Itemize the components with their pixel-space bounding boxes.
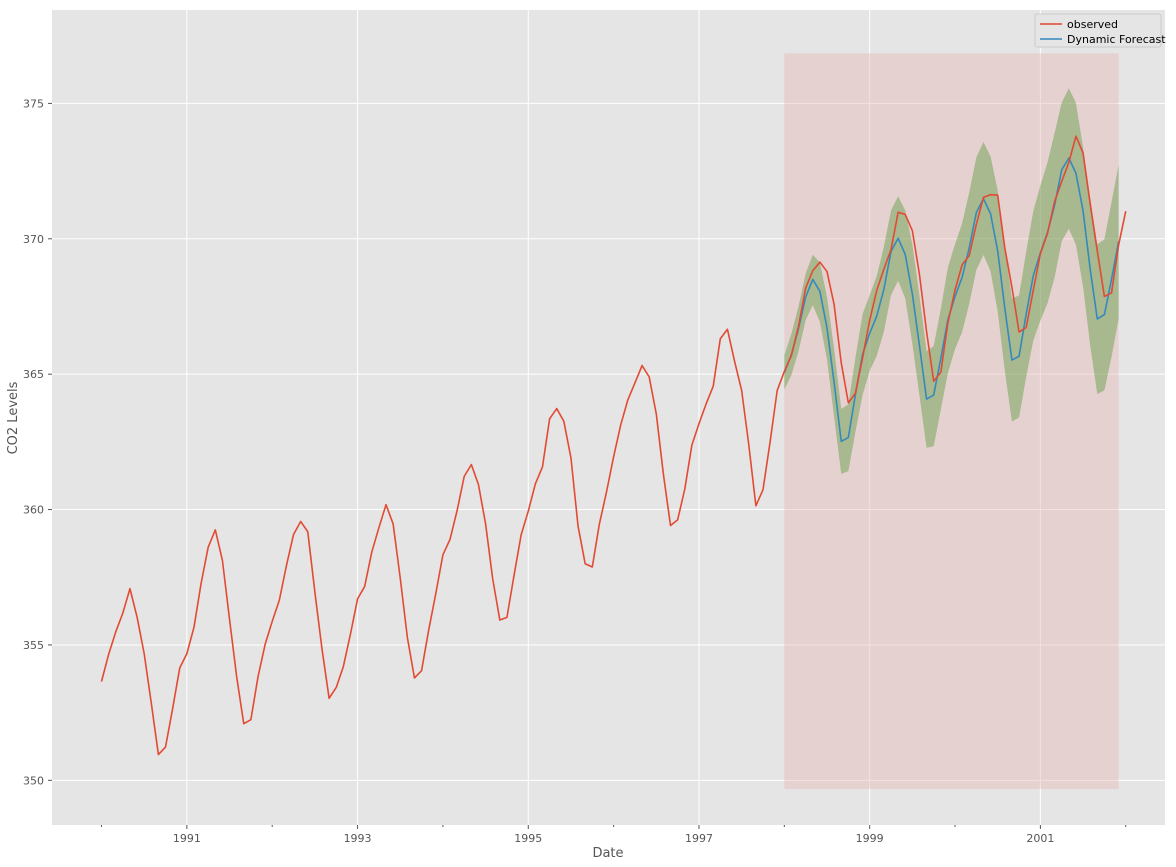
x-tick-label: 2001: [1026, 832, 1054, 845]
legend-label-dynamic-forecast: Dynamic Forecast: [1067, 33, 1166, 46]
x-axis-title: Date: [592, 846, 623, 861]
y-tick-label: 360: [23, 504, 44, 517]
axis-ticks: 1991 1993 1995 1997 1999 2001 350 355 360 365 370 3…: [23, 97, 1127, 845]
x-tick-label: 1991: [173, 832, 201, 845]
y-tick-label: 355: [23, 639, 44, 652]
legend-box: [1034, 13, 1162, 48]
highlight-region: [784, 53, 1119, 789]
confidence-interval: [784, 88, 1119, 474]
confidence-band: [784, 88, 1119, 474]
y-tick-label: 350: [23, 774, 44, 787]
y-tick-label: 365: [23, 368, 44, 381]
series-line-observed: [100, 135, 1127, 756]
x-tick-label: 1993: [344, 832, 372, 845]
series-lines: [100, 135, 1127, 756]
y-tick-label: 370: [23, 233, 44, 246]
x-tick-label: 1995: [514, 832, 542, 845]
y-tick-label: 375: [23, 97, 44, 110]
plot-background: [52, 10, 1165, 825]
legend-label-observed: observed: [1067, 18, 1118, 31]
x-tick-label: 1999: [856, 832, 884, 845]
y-axis-title: CO2 Levels: [6, 381, 21, 454]
x-tick-label: 1997: [685, 832, 713, 845]
grid-lines: [52, 10, 1165, 825]
forecast-highlight-rect: [784, 53, 1119, 789]
legend: observed Dynamic Forecast: [1034, 13, 1166, 48]
